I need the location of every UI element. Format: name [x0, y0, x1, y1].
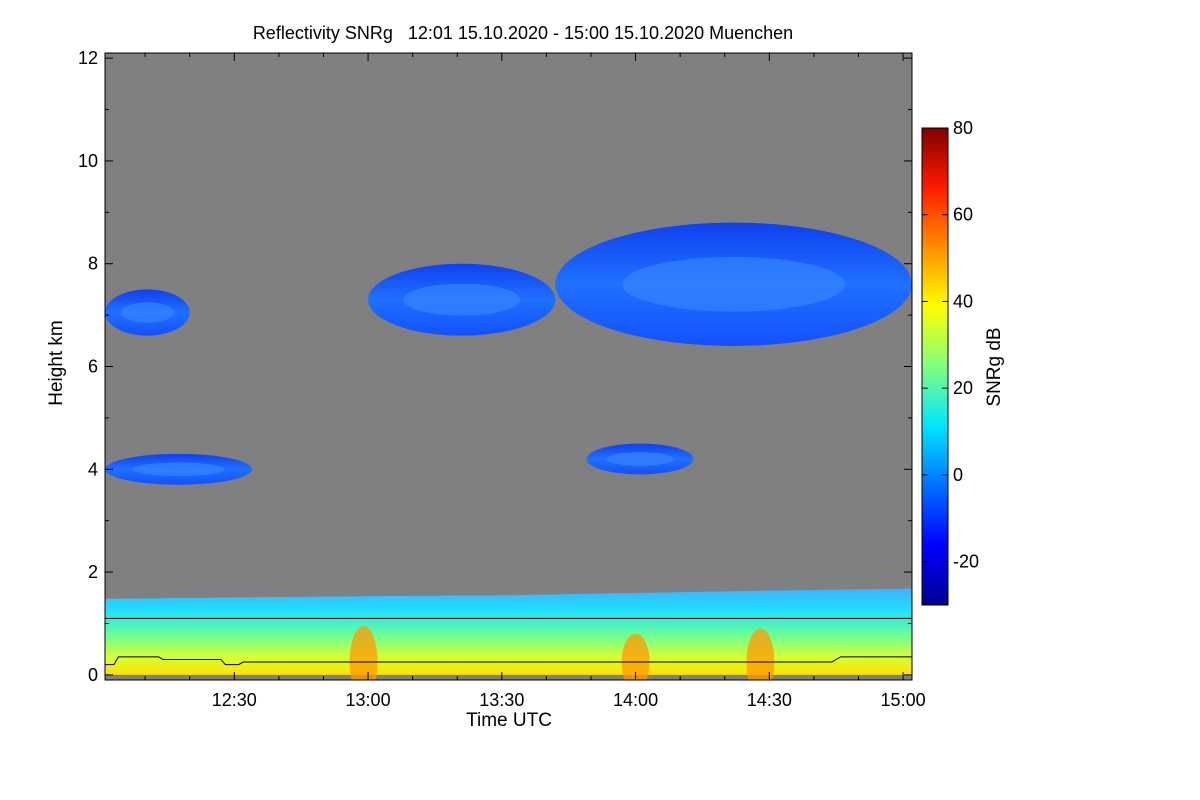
boundary-layer-echo — [105, 588, 912, 675]
x-tick-label: 12:30 — [212, 690, 257, 710]
x-axis: 12:30 13:00 13:30 14:00 14:30 15:00 — [144, 53, 926, 710]
y-tick-label: 2 — [88, 562, 98, 582]
colorbar — [921, 127, 949, 606]
y-tick-label: 6 — [88, 357, 98, 377]
cloud-echo-core — [606, 452, 674, 466]
echo-core — [349, 626, 378, 680]
y-axis-label: Height km — [46, 320, 67, 406]
x-tick-label: 14:00 — [613, 690, 658, 710]
y-tick-label: 4 — [88, 459, 98, 479]
colorbar-tick-label: -20 — [953, 552, 979, 572]
y-tick-label: 0 — [88, 665, 98, 685]
colorbar-tick-label: 0 — [953, 465, 963, 485]
y-tick-label: 10 — [78, 151, 98, 171]
x-axis-label: Time UTC — [466, 710, 552, 731]
colorbar-label: SNRg dB — [984, 327, 1005, 406]
cloud-echo-core — [403, 283, 521, 316]
cloud-echo-core — [120, 302, 174, 323]
colorbar-tick-label: 80 — [953, 118, 973, 138]
x-tick-label: 15:00 — [881, 690, 926, 710]
x-tick-label: 14:30 — [747, 690, 792, 710]
colorbar-tick-label: 20 — [953, 378, 973, 398]
y-tick-label: 12 — [78, 48, 98, 68]
y-tick-label: 8 — [88, 254, 98, 274]
cloud-echo-core — [132, 462, 225, 477]
plot-area — [105, 222, 912, 680]
plot-background — [105, 53, 912, 680]
x-tick-label: 13:30 — [479, 690, 524, 710]
echo-core — [621, 633, 650, 680]
colorbar-tick-label: 60 — [953, 205, 973, 225]
x-tick-label: 13:00 — [346, 690, 391, 710]
lower-line — [105, 656, 912, 666]
cloud-echo-core — [622, 256, 846, 312]
y-axis: 0 2 4 6 8 10 12 — [78, 48, 912, 685]
chart-title: Reflectivity SNRg 12:01 15.10.2020 - 15:… — [253, 23, 793, 43]
echo-core — [746, 628, 775, 680]
colorbar-ticks: -20 0 20 40 60 80 — [922, 118, 979, 572]
colorbar-tick-label: 40 — [953, 291, 973, 311]
